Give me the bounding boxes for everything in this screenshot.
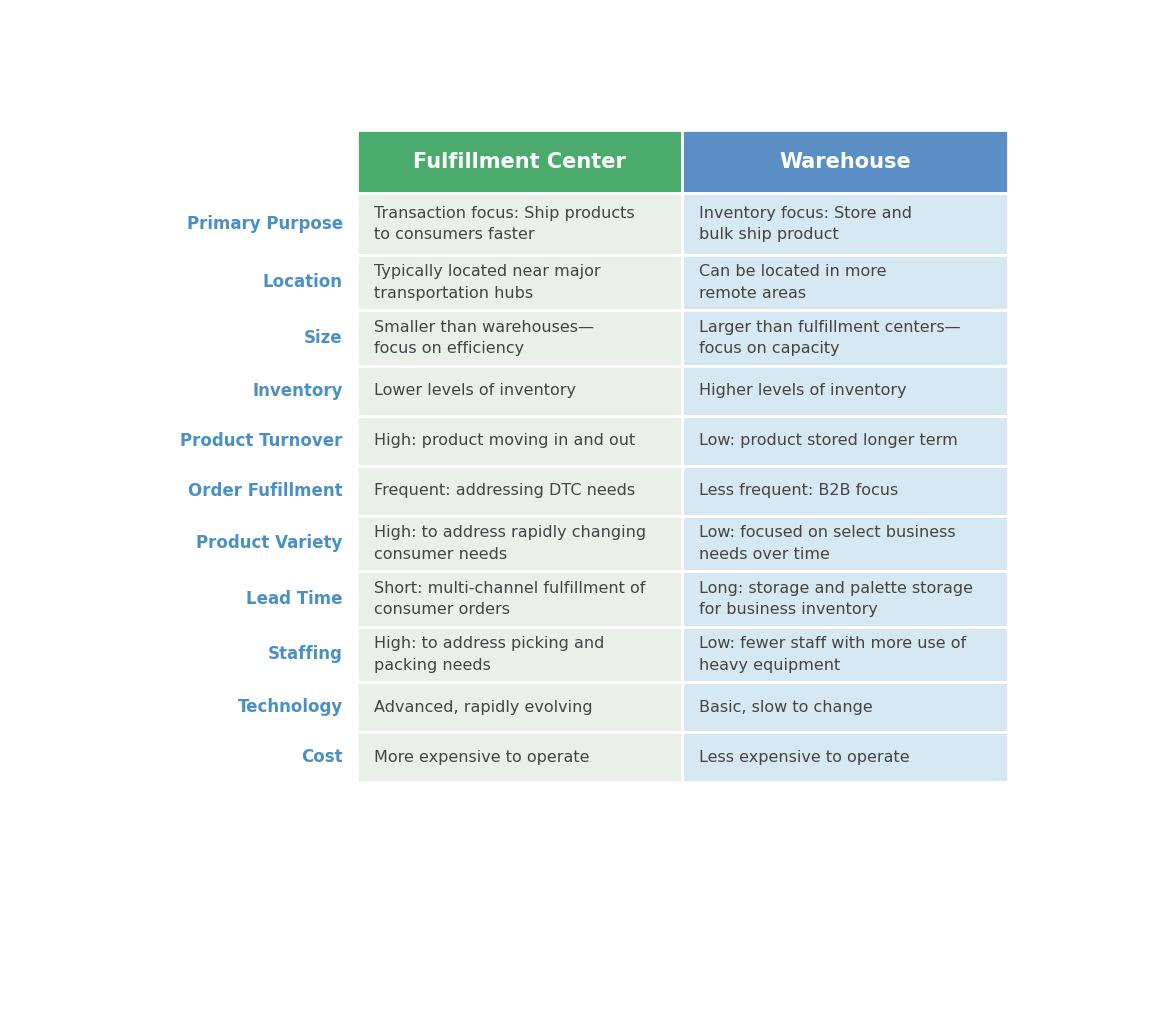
Bar: [164, 682, 356, 732]
Text: Advanced, rapidly evolving: Advanced, rapidly evolving: [374, 700, 592, 714]
Text: Warehouse: Warehouse: [779, 152, 911, 171]
Text: Location: Location: [263, 273, 343, 291]
Bar: [682, 626, 1008, 682]
Text: Product Variety: Product Variety: [196, 535, 343, 552]
Bar: [682, 732, 1008, 782]
Bar: [164, 626, 356, 682]
Text: Order Fufillment: Order Fufillment: [188, 482, 343, 499]
Text: Transaction focus: Ship products
to consumers faster: Transaction focus: Ship products to cons…: [374, 205, 634, 243]
Text: High: to address picking and
packing needs: High: to address picking and packing nee…: [374, 636, 604, 673]
Bar: [356, 130, 682, 193]
Bar: [682, 193, 1008, 255]
Bar: [682, 416, 1008, 465]
Text: Smaller than warehouses—
focus on efficiency: Smaller than warehouses— focus on effici…: [374, 320, 593, 356]
Bar: [356, 571, 682, 626]
Text: Higher levels of inventory: Higher levels of inventory: [700, 383, 908, 398]
Text: Inventory: Inventory: [252, 382, 343, 399]
Text: Lead Time: Lead Time: [246, 590, 343, 608]
Bar: [164, 516, 356, 571]
Text: Short: multi-channel fulfillment of
consumer orders: Short: multi-channel fulfillment of cons…: [374, 581, 645, 617]
Text: Low: fewer staff with more use of
heavy equipment: Low: fewer staff with more use of heavy …: [700, 636, 966, 673]
Text: Technology: Technology: [237, 698, 343, 716]
Text: Staffing: Staffing: [267, 645, 343, 664]
Bar: [164, 465, 356, 516]
Text: Product Turnover: Product Turnover: [181, 431, 343, 450]
Text: Size: Size: [304, 329, 343, 347]
Bar: [682, 130, 1008, 193]
Text: Less expensive to operate: Less expensive to operate: [700, 749, 910, 765]
Text: Basic, slow to change: Basic, slow to change: [700, 700, 874, 714]
Text: Can be located in more
remote areas: Can be located in more remote areas: [700, 264, 887, 300]
Text: Primary Purpose: Primary Purpose: [187, 215, 343, 233]
Text: Frequent: addressing DTC needs: Frequent: addressing DTC needs: [374, 483, 635, 498]
Text: Low: product stored longer term: Low: product stored longer term: [700, 433, 958, 448]
Bar: [682, 682, 1008, 732]
Text: Less frequent: B2B focus: Less frequent: B2B focus: [700, 483, 898, 498]
Bar: [356, 732, 682, 782]
Text: High: product moving in and out: High: product moving in and out: [374, 433, 635, 448]
Text: Low: focused on select business
needs over time: Low: focused on select business needs ov…: [700, 525, 955, 561]
Bar: [356, 682, 682, 732]
Text: More expensive to operate: More expensive to operate: [374, 749, 590, 765]
Bar: [164, 255, 356, 311]
Bar: [356, 193, 682, 255]
Text: Typically located near major
transportation hubs: Typically located near major transportat…: [374, 264, 600, 300]
Text: Long: storage and palette storage
for business inventory: Long: storage and palette storage for bu…: [700, 581, 973, 617]
Text: Larger than fulfillment centers—
focus on capacity: Larger than fulfillment centers— focus o…: [700, 320, 961, 356]
Bar: [356, 626, 682, 682]
Bar: [356, 516, 682, 571]
Bar: [164, 311, 356, 365]
Bar: [356, 416, 682, 465]
Text: Fulfillment Center: Fulfillment Center: [413, 152, 626, 171]
Bar: [682, 311, 1008, 365]
Bar: [164, 732, 356, 782]
Bar: [356, 311, 682, 365]
Text: Cost: Cost: [301, 748, 343, 766]
Text: Lower levels of inventory: Lower levels of inventory: [374, 383, 576, 398]
Bar: [682, 465, 1008, 516]
Bar: [682, 365, 1008, 416]
Bar: [356, 365, 682, 416]
Bar: [682, 255, 1008, 311]
Bar: [164, 571, 356, 626]
Text: Inventory focus: Store and
bulk ship product: Inventory focus: Store and bulk ship pro…: [700, 205, 912, 243]
Bar: [164, 365, 356, 416]
Bar: [356, 465, 682, 516]
Bar: [682, 516, 1008, 571]
Text: High: to address rapidly changing
consumer needs: High: to address rapidly changing consum…: [374, 525, 646, 561]
Bar: [682, 571, 1008, 626]
Bar: [356, 255, 682, 311]
Bar: [164, 416, 356, 465]
Bar: [164, 193, 356, 255]
